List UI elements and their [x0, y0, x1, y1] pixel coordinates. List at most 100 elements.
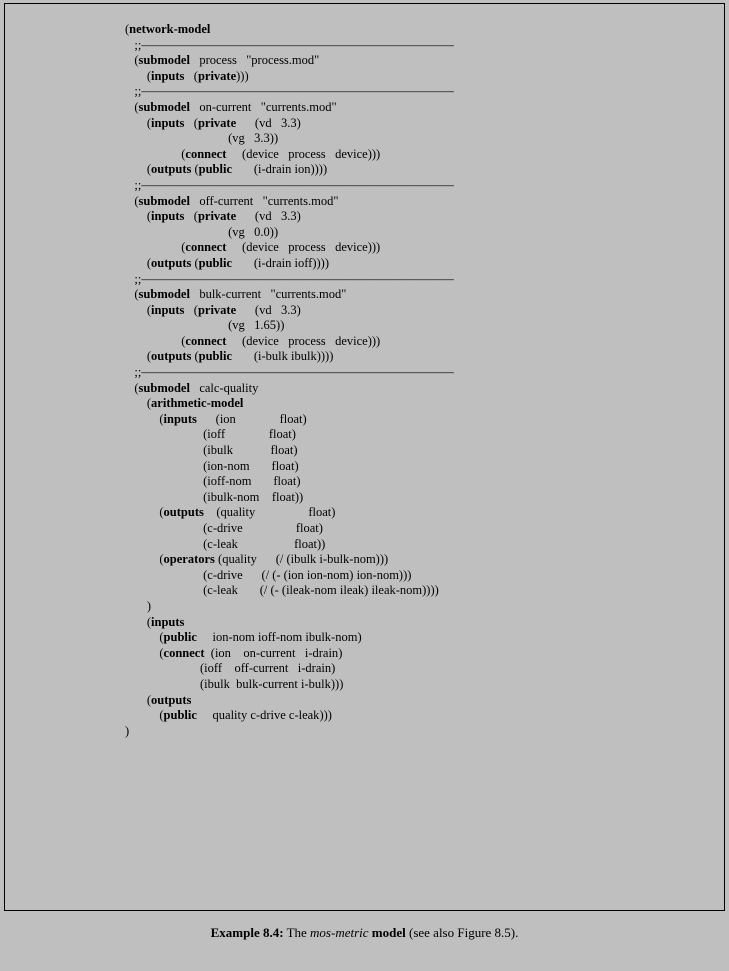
sm0-file: "process.mod" — [246, 53, 319, 67]
cq-op0v: (/ (ibulk i-bulk-nom))) — [276, 552, 388, 566]
cq-inpub: ion-nom ioff-nom ibulk-nom — [213, 630, 358, 644]
sm3-p1k: vg — [232, 318, 245, 332]
cq-ic1b: off-current — [235, 661, 289, 675]
sm3-c1: process — [288, 334, 326, 348]
sm2-p1v: 0.0 — [254, 225, 270, 239]
cq-i1v: float — [269, 427, 292, 441]
cq-o1k: c-drive — [207, 521, 242, 535]
kw-inputs-3: inputs — [151, 209, 184, 223]
kw-connect-1: connect — [185, 147, 226, 161]
cq-o0v: float — [308, 505, 331, 519]
cq-i3k: ion-nom — [207, 459, 249, 473]
cq-op0k: quality — [222, 552, 257, 566]
hrule-1: ;;————————————————————————— — [134, 38, 453, 52]
caption: Example 8.4: The mos-metric model (see a… — [0, 911, 729, 941]
cq-name: calc-quality — [199, 381, 258, 395]
kw-inputs-1: inputs — [151, 69, 184, 83]
kw-public-1: public — [199, 162, 232, 176]
kw-submodel-3: submodel — [139, 194, 190, 208]
sm2-name: off-current — [199, 194, 253, 208]
cq-outpub: quality c-drive c-leak — [213, 708, 320, 722]
sm1-o1: ion — [295, 162, 311, 176]
cq-ic1c: i-drain — [298, 661, 331, 675]
sm1-name: on-current — [199, 100, 251, 114]
kw-submodel-1: submodel — [139, 53, 190, 67]
sm3-o1: ibulk — [291, 349, 317, 363]
kw-inputs-2: inputs — [151, 116, 184, 130]
kw-public-3: public — [199, 349, 232, 363]
sm2-p1k: vg — [232, 225, 245, 239]
cq-i3v: float — [272, 459, 295, 473]
sm1-c2: device — [335, 147, 368, 161]
cq-i0k: ion — [220, 412, 236, 426]
kw-inputs-4: inputs — [151, 303, 184, 317]
kw-connect-2: connect — [185, 240, 226, 254]
kw-submodel-4: submodel — [139, 287, 190, 301]
sm2-p0k: vd — [259, 209, 272, 223]
sm3-file: "currents.mod" — [270, 287, 346, 301]
caption-tail: (see also Figure 8.5). — [406, 925, 519, 940]
cq-ic0a: ion — [215, 646, 231, 660]
cq-ic0c: i-drain — [305, 646, 338, 660]
sm1-p1v: 3.3 — [254, 131, 270, 145]
sm2-c2: device — [335, 240, 368, 254]
sm2-o1: ioff — [295, 256, 313, 270]
kw-outputs-1: outputs — [151, 162, 191, 176]
cq-ic2c: i-bulk — [301, 677, 331, 691]
sm1-p1k: vg — [232, 131, 245, 145]
cq-i1k: ioff — [207, 427, 225, 441]
sm3-p1v: 1.65 — [254, 318, 276, 332]
sm2-o0: i-drain — [258, 256, 291, 270]
cq-op1k: c-drive — [207, 568, 242, 582]
cq-op2v: (/ (- (ileak-nom ileak) ileak-nom)))) — [260, 583, 439, 597]
sm1-p0k: vd — [259, 116, 272, 130]
cq-i4v: float — [273, 474, 296, 488]
caption-mid1: The — [284, 925, 310, 940]
hrule-3: ;;————————————————————————— — [134, 178, 453, 192]
code-frame: (network-model ;;———————————————————————… — [4, 3, 725, 911]
kw-outputs-2: outputs — [151, 256, 191, 270]
kw-private-3: private — [198, 209, 236, 223]
cq-ic0b: on-current — [243, 646, 295, 660]
sm2-c1: process — [288, 240, 326, 254]
sm0-name: process — [199, 53, 237, 67]
cq-ic2a: ibulk — [204, 677, 230, 691]
sm1-o0: i-drain — [258, 162, 291, 176]
cq-i5k: ibulk-nom — [207, 490, 259, 504]
kw-private-1: private — [198, 69, 236, 83]
kw-outputs-3: outputs — [151, 349, 191, 363]
kw-connect-4: connect — [164, 646, 205, 660]
cq-o0k: quality — [221, 505, 256, 519]
sm1-c0: device — [246, 147, 279, 161]
kw-network-model: network-model — [129, 22, 210, 36]
hrule-5: ;;————————————————————————— — [134, 365, 453, 379]
sm2-file: "currents.mod" — [263, 194, 339, 208]
cq-i4k: ioff-nom — [207, 474, 251, 488]
caption-bold2: model — [372, 925, 406, 940]
caption-prefix: Example 8.4: — [211, 925, 284, 940]
kw-inputs-6: inputs — [151, 615, 184, 629]
cq-i0v: float — [280, 412, 303, 426]
kw-public-4: public — [164, 630, 197, 644]
kw-public-2: public — [199, 256, 232, 270]
kw-arith-model: arithmetic-model — [151, 396, 243, 410]
caption-italic: mos-metric — [310, 925, 369, 940]
cq-i2v: float — [271, 443, 294, 457]
sm2-p0v: 3.3 — [281, 209, 297, 223]
cq-o2k: c-leak — [207, 537, 238, 551]
hrule-4: ;;————————————————————————— — [134, 272, 453, 286]
sm3-c0: device — [246, 334, 279, 348]
kw-operators: operators — [164, 552, 215, 566]
cq-o1v: float — [296, 521, 319, 535]
sm3-name: bulk-current — [199, 287, 261, 301]
sm3-o0: i-bulk — [258, 349, 288, 363]
code-block: (network-model ;;———————————————————————… — [125, 22, 702, 739]
sm2-c0: device — [246, 240, 279, 254]
kw-inputs-5: inputs — [164, 412, 197, 426]
cq-op1v: (/ (- (ion ion-nom) ion-nom))) — [261, 568, 411, 582]
kw-private-4: private — [198, 303, 236, 317]
sm3-p0k: vd — [259, 303, 272, 317]
sm1-p0v: 3.3 — [281, 116, 297, 130]
cq-ic2b: bulk-current — [236, 677, 298, 691]
cq-o2v: float — [294, 537, 317, 551]
